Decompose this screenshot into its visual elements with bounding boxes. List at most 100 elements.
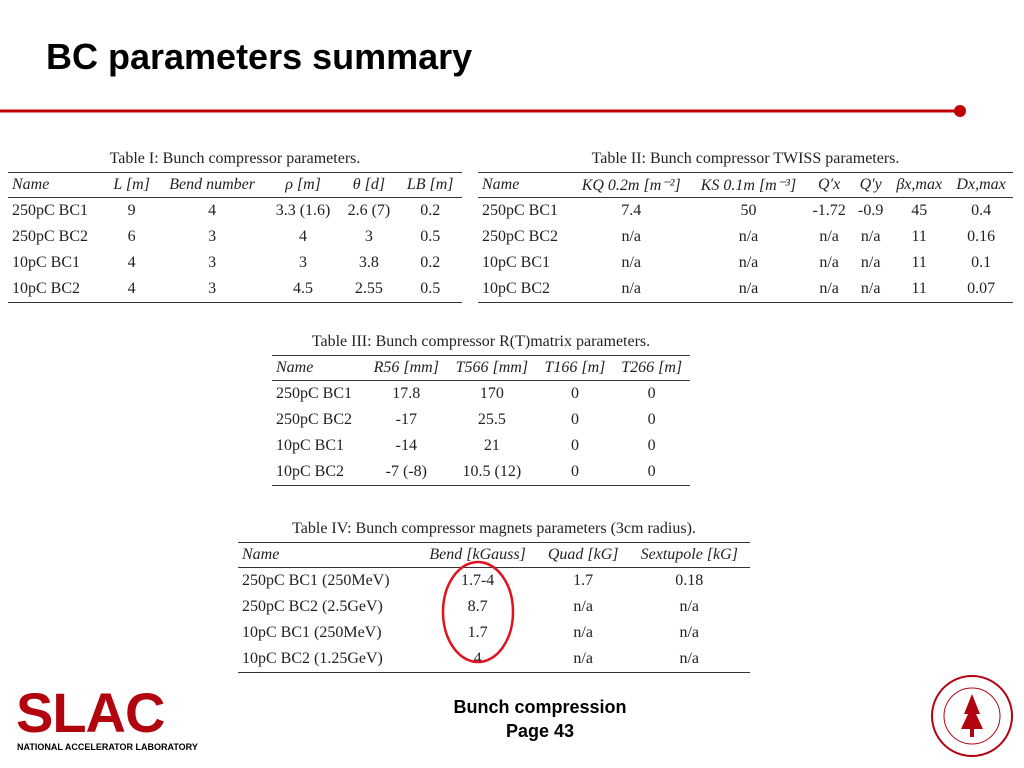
table-cell: n/a	[537, 646, 629, 673]
table-cell: 10pC BC2 (1.25GeV)	[238, 646, 418, 673]
table-row: 250pC BC1 7.4 50 -1.72 -0.9 45 0.4	[478, 198, 1013, 225]
table-cell: -1.72	[812, 202, 846, 219]
table-row: 10pC BC2 -7 (-8) 10.5 (12) 0 0	[272, 459, 690, 486]
title-rule	[0, 105, 966, 117]
table-cell: -7 (-8)	[365, 459, 448, 486]
table-cell: 11	[889, 276, 950, 303]
column-header: L [m]	[105, 172, 158, 198]
page-number: Page 43	[505, 721, 575, 741]
table-cell: n/a	[806, 276, 853, 303]
table-cell: -17	[395, 411, 417, 428]
table-cell: 3	[364, 228, 373, 245]
table-cell: 0.07	[949, 276, 1013, 303]
column-header: Dx,max	[949, 172, 1013, 198]
table-cell: 0	[647, 411, 656, 428]
data-table: Name L [m] Bend number ρ [m] θ [d] LB [m] 250p…	[8, 172, 462, 303]
table: Table II: Bunch compressor TWISS paramet…	[478, 150, 1013, 303]
table-cell: 4	[105, 276, 158, 303]
column-header: Name	[478, 172, 572, 198]
table-cell: 250pC BC1 (250MeV)	[242, 572, 390, 589]
table-cell: n/a	[738, 228, 759, 245]
column-header: θ [d]	[339, 172, 399, 198]
column-header: Name	[272, 355, 366, 381]
table: Table IV: Bunch compressor magnets param…	[238, 520, 750, 673]
table-row: 10pC BC1 4 3 3 3.8 0.2	[8, 250, 462, 276]
table-cell: 0.18	[675, 572, 704, 589]
logo: SLAC	[16, 681, 165, 744]
highlight-circle	[441, 560, 515, 664]
table-cell: 11	[911, 228, 927, 245]
table-cell: n/a	[679, 624, 700, 641]
table-cell: n/a	[628, 646, 750, 673]
table-cell: 8.7	[467, 598, 488, 615]
seal	[931, 675, 1013, 757]
header-row: Name Bend [kGauss] Quad [kG] Sextupole [kG]	[238, 542, 750, 568]
column-header: Name	[8, 172, 106, 198]
table-cell: n/a	[573, 624, 593, 641]
table-cell: 21	[483, 437, 500, 454]
table-row: 250pC BC1 17.8 170 0 0	[272, 381, 690, 408]
table-row: 10pC BC2 (1.25GeV) 4 n/a n/a	[238, 646, 750, 673]
column-header: Q′x	[806, 172, 853, 198]
data-table: Name Bend [kGauss] Quad [kG] Sextupole [kG]…	[238, 542, 750, 673]
column-header: R56 [mm]	[365, 355, 448, 381]
table-cell: 0.16	[967, 228, 996, 245]
table-cell: 25.5	[477, 411, 506, 428]
table-row: 250pC BC2 6 3 4 3 0.5	[8, 224, 462, 250]
table-cell: 6	[127, 228, 136, 245]
table-cell: n/a	[860, 254, 881, 271]
table-cell: 10pC BC2	[272, 459, 366, 486]
table-cell: 0.2	[420, 254, 441, 271]
table-cell: 3	[157, 276, 267, 303]
table-cell: n/a	[852, 276, 890, 303]
column-header: T566 [mm]	[447, 355, 537, 381]
table-cell: 0.5	[420, 228, 441, 245]
table-cell: n/a	[621, 254, 641, 271]
table-cell: 250pC BC2	[482, 228, 559, 245]
column-header: T266 [m]	[613, 355, 690, 381]
table: Table III: Bunch compressor R(T)matrix p…	[272, 333, 690, 486]
table-cell: 0.4	[971, 202, 992, 219]
table-cell: n/a	[621, 228, 641, 245]
table-cell: 10pC BC2	[478, 276, 572, 303]
table-cell: -0.9	[858, 202, 884, 219]
table-cell: 1.7-4	[460, 572, 495, 589]
table-cell: 250pC BC2	[276, 411, 353, 428]
column-header: βx,max	[889, 172, 950, 198]
table-cell: 0	[613, 459, 690, 486]
table-caption: Table IV: Bunch compressor magnets param…	[292, 520, 696, 537]
table-cell: 9	[127, 202, 136, 219]
table-row: 10pC BC2 4 3 4.5 2.55 0.5	[8, 276, 462, 303]
table-cell: 10.5 (12)	[447, 459, 537, 486]
table-cell: 2.55	[339, 276, 399, 303]
table-cell: 0.1	[971, 254, 992, 271]
table-caption: Table II: Bunch compressor TWISS paramet…	[591, 150, 900, 167]
column-header: LB [m]	[398, 172, 462, 198]
table-cell: 4.5	[266, 276, 340, 303]
table-cell: 250pC BC2	[12, 228, 89, 245]
table-row: 250pC BC2 -17 25.5 0 0	[272, 407, 690, 433]
table-cell: 0	[536, 459, 614, 486]
table-cell: 45	[911, 202, 928, 219]
table-cell: 0	[570, 385, 579, 402]
table-cell: 3.8	[358, 254, 379, 271]
table-cell: n/a	[690, 276, 807, 303]
table-cell: 4	[299, 228, 308, 245]
table-row: 250pC BC2 (2.5GeV) 8.7 n/a n/a	[238, 594, 750, 620]
column-header: Bend number	[157, 172, 267, 198]
table-cell: 10pC BC1 (250MeV)	[242, 624, 382, 641]
table-cell: 250pC BC1	[12, 202, 89, 219]
table-cell: n/a	[571, 276, 691, 303]
data-table: Name KQ 0.2m [m⁻²] KS 0.1m [m⁻³] Q′x Q′y βx,m…	[478, 172, 1013, 303]
table-cell: 0	[647, 385, 656, 402]
table-row: 10pC BC1 -14 21 0 0	[272, 433, 690, 459]
table-cell: 2.6 (7)	[347, 202, 391, 219]
table-row: 10pC BC1 n/a n/a n/a n/a 11 0.1	[478, 250, 1013, 276]
table-row: 10pC BC2 n/a n/a n/a n/a 11 0.07	[478, 276, 1013, 303]
header-row: Name KQ 0.2m [m⁻²] KS 0.1m [m⁻³] Q′x Q′y βx,m…	[478, 172, 1013, 198]
logo-subtitle: NATIONAL ACCELERATOR LABORATORY	[17, 742, 198, 752]
column-header: Q′y	[852, 172, 890, 198]
header-row: Name L [m] Bend number ρ [m] θ [d] LB [m]	[8, 172, 462, 198]
table-row: 250pC BC2 n/a n/a n/a n/a 11 0.16	[478, 224, 1013, 250]
